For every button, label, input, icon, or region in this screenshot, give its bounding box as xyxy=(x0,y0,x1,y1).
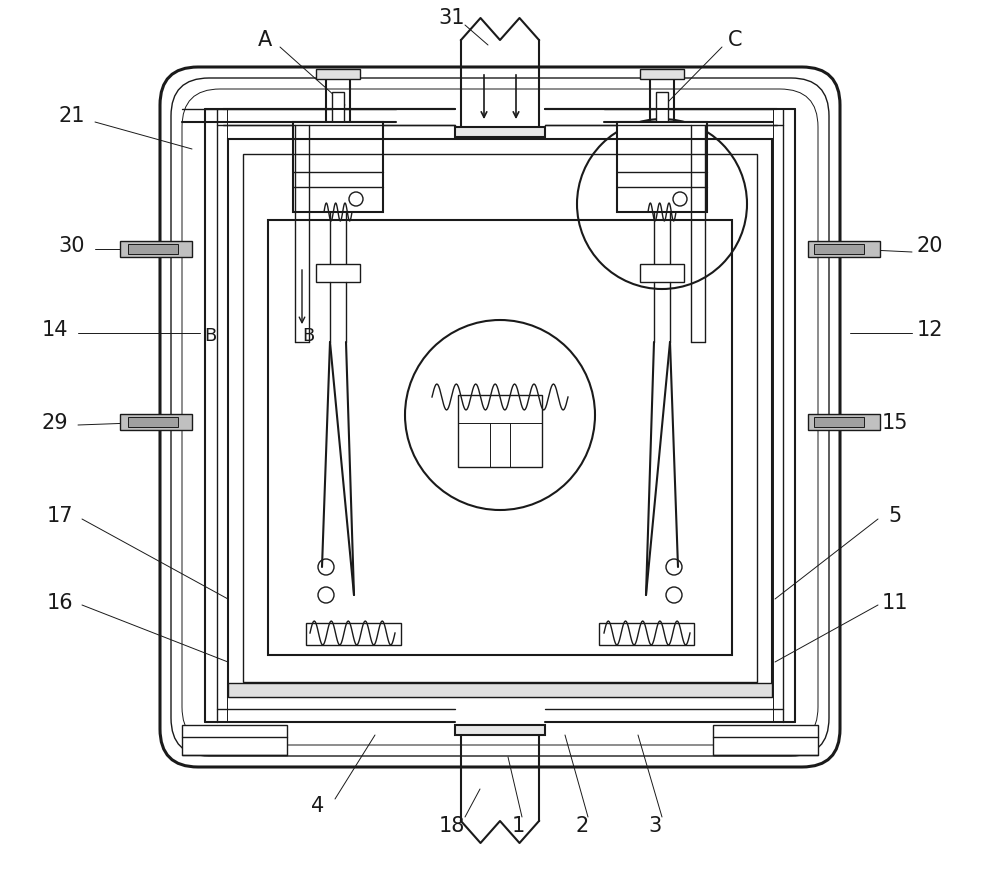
Text: 21: 21 xyxy=(59,106,85,126)
Bar xyxy=(316,265,360,282)
Circle shape xyxy=(349,193,363,207)
Bar xyxy=(306,624,401,645)
Text: 17: 17 xyxy=(47,505,73,525)
Bar xyxy=(128,245,178,254)
Circle shape xyxy=(318,588,334,603)
Text: A: A xyxy=(258,30,272,50)
Bar xyxy=(332,93,344,123)
Bar xyxy=(228,139,772,697)
Bar xyxy=(599,624,694,645)
Bar xyxy=(455,128,545,138)
Bar xyxy=(120,415,192,431)
Text: 15: 15 xyxy=(882,412,908,432)
Bar xyxy=(808,415,880,431)
Bar xyxy=(814,417,864,427)
Bar xyxy=(316,70,360,80)
Bar xyxy=(713,725,818,755)
Bar xyxy=(656,93,668,123)
Text: 20: 20 xyxy=(917,236,943,256)
Bar xyxy=(455,725,545,735)
Bar xyxy=(182,725,287,755)
Bar xyxy=(120,242,192,258)
Bar xyxy=(458,396,542,467)
Text: B: B xyxy=(302,326,314,345)
Text: 31: 31 xyxy=(439,8,465,28)
Text: 5: 5 xyxy=(888,505,902,525)
Text: C: C xyxy=(728,30,742,50)
Bar xyxy=(808,242,880,258)
Bar xyxy=(640,265,684,282)
Circle shape xyxy=(318,560,334,575)
Text: 30: 30 xyxy=(59,236,85,256)
Text: 12: 12 xyxy=(917,319,943,339)
Bar xyxy=(293,123,383,213)
Text: 2: 2 xyxy=(575,815,589,835)
Bar xyxy=(268,221,732,655)
Text: 18: 18 xyxy=(439,815,465,835)
Text: 16: 16 xyxy=(47,592,73,612)
Bar xyxy=(814,245,864,254)
Text: B: B xyxy=(204,326,216,345)
Text: 11: 11 xyxy=(882,592,908,612)
Text: 1: 1 xyxy=(511,815,525,835)
Text: 29: 29 xyxy=(42,412,68,432)
Text: 3: 3 xyxy=(648,815,662,835)
Text: 4: 4 xyxy=(311,795,325,815)
Text: 14: 14 xyxy=(42,319,68,339)
FancyBboxPatch shape xyxy=(160,68,840,767)
Circle shape xyxy=(673,193,687,207)
Circle shape xyxy=(666,560,682,575)
Circle shape xyxy=(666,588,682,603)
Bar xyxy=(617,123,707,213)
Bar xyxy=(640,70,684,80)
Bar xyxy=(228,683,772,697)
Bar xyxy=(128,417,178,427)
Bar xyxy=(243,155,757,682)
